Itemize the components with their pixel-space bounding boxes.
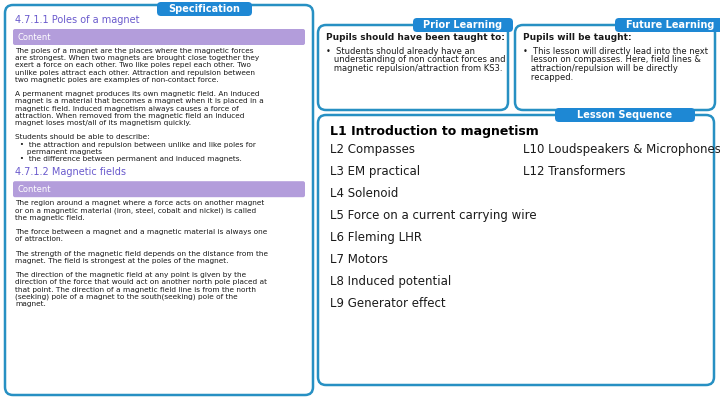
FancyBboxPatch shape <box>515 25 715 110</box>
Text: or on a magnetic material (iron, steel, cobalt and nickel) is called: or on a magnetic material (iron, steel, … <box>15 207 256 214</box>
Text: L10 Loudspeakers & Microphones: L10 Loudspeakers & Microphones <box>523 143 720 156</box>
Text: L12 Transformers: L12 Transformers <box>523 165 626 178</box>
Text: 4.7.1.2 Magnetic fields: 4.7.1.2 Magnetic fields <box>15 167 126 177</box>
FancyBboxPatch shape <box>5 5 313 395</box>
Text: L8 Induced potential: L8 Induced potential <box>330 275 451 288</box>
Text: A permanent magnet produces its own magnetic field. An induced: A permanent magnet produces its own magn… <box>15 91 259 97</box>
Text: magnet.: magnet. <box>15 301 46 307</box>
FancyBboxPatch shape <box>13 181 305 197</box>
Text: L1 Introduction to magnetism: L1 Introduction to magnetism <box>330 125 539 138</box>
Text: magnet is a material that becomes a magnet when it is placed in a: magnet is a material that becomes a magn… <box>15 98 264 104</box>
Text: •  the difference between permanent and induced magnets.: • the difference between permanent and i… <box>15 156 242 162</box>
Text: recapped.: recapped. <box>523 72 573 81</box>
Text: that point. The direction of a magnetic field line is from the north: that point. The direction of a magnetic … <box>15 287 256 292</box>
Text: permanent magnets: permanent magnets <box>15 149 102 155</box>
Text: •  This lesson will directly lead into the next: • This lesson will directly lead into th… <box>523 47 708 56</box>
Text: attraction. When removed from the magnetic field an induced: attraction. When removed from the magnet… <box>15 113 244 119</box>
Text: are strongest. When two magnets are brought close together they: are strongest. When two magnets are brou… <box>15 55 259 61</box>
Text: magnet loses most/all of its magnetism quickly.: magnet loses most/all of its magnetism q… <box>15 120 191 126</box>
Text: exert a force on each other. Two like poles repel each other. Two: exert a force on each other. Two like po… <box>15 62 251 68</box>
Text: L4 Solenoid: L4 Solenoid <box>330 187 398 200</box>
Text: Students should be able to describe:: Students should be able to describe: <box>15 134 150 141</box>
FancyBboxPatch shape <box>13 29 305 45</box>
Text: L9 Generator effect: L9 Generator effect <box>330 297 446 310</box>
Text: (seeking) pole of a magnet to the south(seeking) pole of the: (seeking) pole of a magnet to the south(… <box>15 294 238 300</box>
Text: The poles of a magnet are the places where the magnetic forces: The poles of a magnet are the places whe… <box>15 48 253 54</box>
Text: the magnetic field.: the magnetic field. <box>15 215 85 221</box>
Text: The direction of the magnetic field at any point is given by the: The direction of the magnetic field at a… <box>15 272 246 278</box>
Text: lesson on compasses. Here, field lines &: lesson on compasses. Here, field lines & <box>523 55 701 64</box>
Text: •  Students should already have an: • Students should already have an <box>326 47 475 56</box>
Text: two magnetic poles are examples of non-contact force.: two magnetic poles are examples of non-c… <box>15 77 219 83</box>
Text: of attraction.: of attraction. <box>15 236 63 242</box>
Text: direction of the force that would act on another north pole placed at: direction of the force that would act on… <box>15 279 267 286</box>
Text: L5 Force on a current carrying wire: L5 Force on a current carrying wire <box>330 209 536 222</box>
Text: Prior Learning: Prior Learning <box>423 20 503 30</box>
FancyBboxPatch shape <box>615 18 720 32</box>
Text: 4.7.1.1 Poles of a magnet: 4.7.1.1 Poles of a magnet <box>15 15 140 25</box>
Text: The region around a magnet where a force acts on another magnet: The region around a magnet where a force… <box>15 200 264 206</box>
FancyBboxPatch shape <box>157 2 252 16</box>
Text: The strength of the magnetic field depends on the distance from the: The strength of the magnetic field depen… <box>15 251 268 257</box>
Text: magnetic repulsion/attraction from KS3.: magnetic repulsion/attraction from KS3. <box>326 64 503 73</box>
Text: Content: Content <box>18 32 52 41</box>
Text: The force between a magnet and a magnetic material is always one: The force between a magnet and a magneti… <box>15 229 267 235</box>
Text: L3 EM practical: L3 EM practical <box>330 165 420 178</box>
Text: L6 Fleming LHR: L6 Fleming LHR <box>330 231 422 244</box>
Text: Future Learning: Future Learning <box>626 20 714 30</box>
Text: magnetic field. Induced magnetism always causes a force of: magnetic field. Induced magnetism always… <box>15 106 239 112</box>
Text: unlike poles attract each other. Attraction and repulsion between: unlike poles attract each other. Attract… <box>15 70 255 76</box>
FancyBboxPatch shape <box>318 25 508 110</box>
Text: Content: Content <box>18 185 52 194</box>
Text: L7 Motors: L7 Motors <box>330 253 388 266</box>
FancyBboxPatch shape <box>413 18 513 32</box>
Text: L2 Compasses: L2 Compasses <box>330 143 415 156</box>
Text: Pupils should have been taught to:: Pupils should have been taught to: <box>326 33 505 42</box>
FancyBboxPatch shape <box>555 108 695 122</box>
FancyBboxPatch shape <box>318 115 714 385</box>
Text: •  the attraction and repulsion between unlike and like poles for: • the attraction and repulsion between u… <box>15 142 256 147</box>
Text: attraction/repulsion will be directly: attraction/repulsion will be directly <box>523 64 678 73</box>
Text: understanding of non contact forces and: understanding of non contact forces and <box>326 55 505 64</box>
Text: Specification: Specification <box>168 4 240 14</box>
Text: Pupils will be taught:: Pupils will be taught: <box>523 33 631 42</box>
Text: magnet. The field is strongest at the poles of the magnet.: magnet. The field is strongest at the po… <box>15 258 228 264</box>
Text: Lesson Sequence: Lesson Sequence <box>577 110 672 120</box>
